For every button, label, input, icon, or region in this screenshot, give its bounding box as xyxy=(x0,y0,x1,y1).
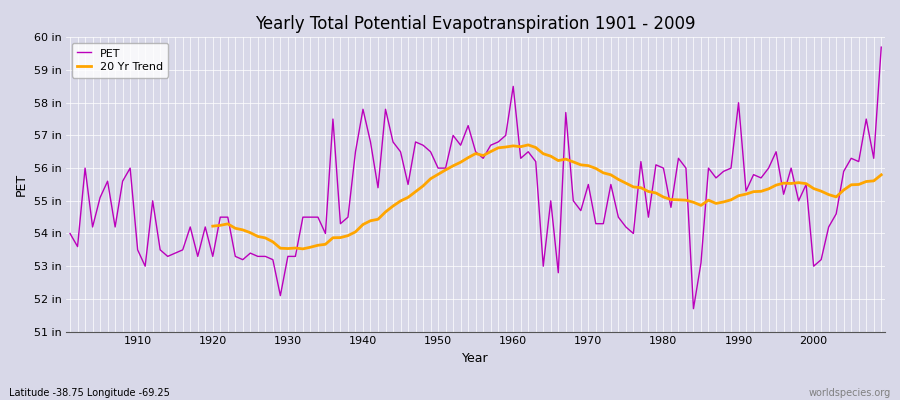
20 Yr Trend xyxy=(298,246,309,251)
PET xyxy=(335,221,346,226)
20 Yr Trend xyxy=(876,172,886,177)
PET xyxy=(290,254,301,259)
20 Yr Trend xyxy=(793,180,804,185)
PET xyxy=(688,306,699,311)
Legend: PET, 20 Yr Trend: PET, 20 Yr Trend xyxy=(72,43,168,78)
PET xyxy=(598,221,608,226)
Line: 20 Yr Trend: 20 Yr Trend xyxy=(212,145,881,249)
X-axis label: Year: Year xyxy=(463,352,489,365)
PET xyxy=(508,84,518,89)
PET xyxy=(125,166,136,170)
PET xyxy=(876,45,886,50)
Text: Latitude -38.75 Longitude -69.25: Latitude -38.75 Longitude -69.25 xyxy=(9,388,170,398)
20 Yr Trend xyxy=(418,184,428,188)
20 Yr Trend xyxy=(688,200,699,205)
Title: Yearly Total Potential Evapotranspiration 1901 - 2009: Yearly Total Potential Evapotranspiratio… xyxy=(256,15,696,33)
PET xyxy=(65,231,76,236)
Line: PET: PET xyxy=(70,47,881,309)
Text: worldspecies.org: worldspecies.org xyxy=(809,388,891,398)
PET xyxy=(500,133,511,138)
20 Yr Trend xyxy=(860,179,871,184)
20 Yr Trend xyxy=(207,224,218,228)
Y-axis label: PET: PET xyxy=(15,173,28,196)
20 Yr Trend xyxy=(778,181,789,186)
20 Yr Trend xyxy=(305,245,316,250)
20 Yr Trend xyxy=(523,142,534,147)
